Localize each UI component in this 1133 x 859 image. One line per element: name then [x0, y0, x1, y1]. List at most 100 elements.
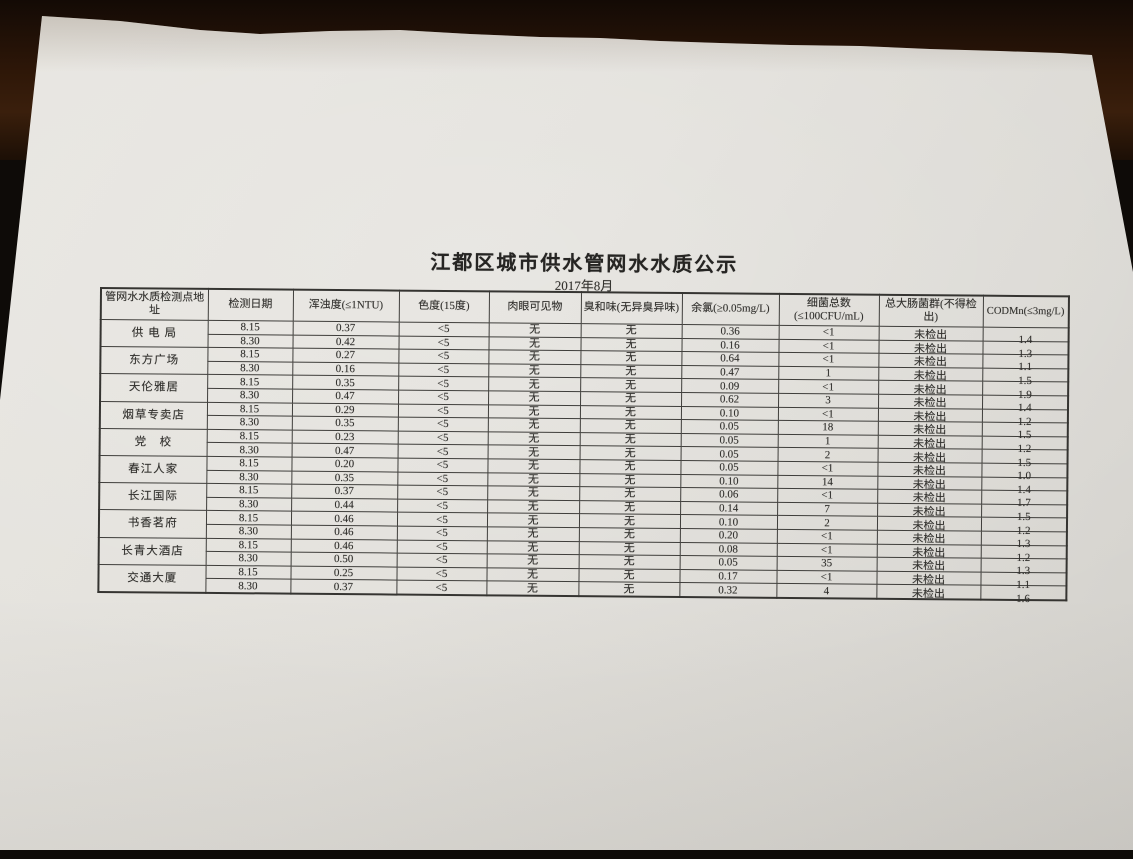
- cell-chroma: <5: [398, 335, 489, 351]
- cell-visible: 无: [487, 445, 580, 460]
- table-row: 8.30 0.37 <5 无无 0.32 4 未检出 1.6: [98, 578, 1067, 605]
- cell-cod: 1.1: [982, 354, 1069, 374]
- cell-date: 8.30: [207, 388, 293, 403]
- cell-cod: 1.2: [981, 408, 1068, 428]
- cell-date: 8.15: [205, 537, 291, 553]
- cell-turbidity: 0.25: [290, 565, 397, 581]
- table-body: 供 电 局 8.15 0.37 <5 无无 0.36 <1 未检出 1.4 8.30 0.42 <5 无…: [98, 319, 1069, 605]
- table-row: 8.30 0.47 <5 无无 0.05 2 未检出 1.5: [100, 442, 1068, 469]
- location-cell: 书香茗府: [98, 509, 207, 538]
- cell-date: 8.30: [206, 469, 292, 485]
- location-cell: 东方广场: [100, 346, 208, 375]
- cell-visible: 无: [486, 513, 580, 528]
- cell-turbidity: 0.42: [292, 334, 399, 350]
- table-row: 交通大厦 8.15 0.25 <5 无无 0.17 <1 未检出 1.1: [98, 564, 1067, 593]
- cell-bacteria: 18: [777, 420, 878, 435]
- cell-coliform: 未检出: [877, 489, 982, 505]
- cell-date: 8.15: [207, 320, 293, 335]
- cell-date: 8.30: [206, 497, 292, 512]
- table-row: 书香茗府 8.15 0.46 <5 无无 0.10 2 未检出 1.2: [98, 509, 1068, 538]
- cell-turbidity: 0.23: [291, 429, 398, 445]
- cell-chlorine: 0.17: [679, 569, 777, 584]
- cell-chroma: <5: [397, 498, 488, 514]
- water-quality-table: 管网水水质检测点地址 检测日期 浑浊度(≤1NTU) 色度(15度) 肉眼可见物 臭和味(…: [97, 286, 1070, 605]
- cell-coliform: 未检出: [877, 502, 982, 518]
- location-cell: 春江人家: [99, 455, 207, 484]
- cell-odor: 无: [578, 554, 680, 570]
- cell-chroma: <5: [397, 430, 488, 446]
- cell-cod: 1.5: [981, 503, 1068, 523]
- cell-turbidity: 0.44: [291, 497, 398, 513]
- cell-date: 8.15: [206, 456, 292, 471]
- cell-cod: 1.0: [981, 463, 1068, 482]
- cell-visible: 无: [487, 499, 580, 514]
- cell-turbidity: 0.37: [290, 579, 397, 595]
- table-row: 东方广场 8.15 0.27 <5 无无 0.64 <1 未检出 1.1: [100, 346, 1069, 375]
- cell-bacteria: <1: [776, 570, 877, 585]
- column-header-0: 管网水水质检测点地址: [100, 287, 209, 321]
- cell-visible: 无: [487, 472, 580, 487]
- cell-cod: 1.5: [982, 367, 1069, 387]
- cell-cod: 1.9: [982, 381, 1069, 401]
- cell-date: 8.15: [206, 429, 292, 444]
- cell-chlorine: 0.10: [679, 514, 778, 530]
- cell-turbidity: 0.35: [291, 470, 398, 486]
- cell-coliform: 未检出: [876, 557, 981, 573]
- cell-chlorine: 0.36: [681, 324, 779, 339]
- cell-date: 8.30: [205, 578, 291, 594]
- cell-bacteria: <1: [777, 406, 879, 422]
- column-header-2: 浑浊度(≤1NTU): [292, 289, 400, 323]
- column-header-3: 色度(15度): [398, 290, 490, 323]
- cell-coliform: 未检出: [878, 339, 983, 355]
- cell-bacteria: 7: [777, 502, 878, 517]
- table-row: 8.30 0.47 <5 无无 0.62 3 未检出 1.4: [100, 387, 1069, 414]
- cell-odor: 无: [579, 473, 681, 488]
- column-header-6: 余氯(≥0.05mg/L): [681, 293, 779, 326]
- cell-odor: 无: [580, 391, 682, 407]
- cell-bacteria: 4: [776, 583, 877, 599]
- cell-cod: 1.4: [981, 476, 1068, 496]
- cell-chroma: <5: [396, 580, 487, 596]
- cell-cod: 1.3: [982, 340, 1069, 360]
- table-row: 8.30 0.42 <5 无无 0.16 <1 未检出 1.3: [101, 333, 1069, 360]
- cell-coliform: 未检出: [877, 448, 982, 464]
- cell-date: 8.30: [205, 551, 291, 566]
- cell-chroma: <5: [397, 471, 488, 486]
- cell-bacteria: <1: [777, 461, 878, 476]
- cell-cod: 1.1: [980, 571, 1067, 591]
- cell-visible: 无: [486, 540, 579, 555]
- cell-odor: 无: [580, 364, 682, 379]
- cell-turbidity: 0.35: [291, 416, 398, 431]
- cell-chlorine: 0.09: [681, 378, 779, 394]
- cell-coliform: 未检出: [876, 570, 981, 586]
- cell-date: 8.30: [207, 361, 293, 376]
- cell-coliform: 未检出: [877, 407, 982, 423]
- location-cell: 烟草专卖店: [99, 401, 208, 430]
- table-row: 天伦雅居 8.15 0.35 <5 无无 0.09 <1 未检出 1.9: [100, 373, 1069, 402]
- cell-coliform: 未检出: [878, 367, 983, 382]
- cell-chroma: <5: [398, 390, 489, 405]
- cell-visible: 无: [488, 336, 581, 351]
- cell-odor: 无: [578, 513, 681, 529]
- cell-turbidity: 0.47: [292, 389, 399, 404]
- cell-odor: 无: [578, 568, 680, 583]
- cell-cod: 1.3: [980, 531, 1067, 550]
- cell-coliform: 未检出: [877, 434, 982, 450]
- cell-bacteria: 2: [777, 447, 878, 463]
- cell-visible: 无: [488, 363, 581, 379]
- cell-visible: 无: [486, 581, 579, 597]
- cell-chlorine: 0.05: [680, 433, 778, 448]
- cell-chlorine: 0.47: [681, 365, 779, 380]
- table-row: 长江国际 8.15 0.37 <5 无无 0.06 <1 未检出 1.7: [99, 482, 1068, 511]
- cell-visible: 无: [486, 526, 579, 542]
- cell-turbidity: 0.29: [291, 402, 399, 418]
- table-row: 8.30 0.35 <5 无无 0.05 18 未检出 1.5: [100, 415, 1068, 442]
- cell-coliform: 未检出: [878, 394, 983, 410]
- cell-chlorine: 0.32: [679, 582, 777, 598]
- table-row: 供 电 局 8.15 0.37 <5 无无 0.36 <1 未检出 1.4: [100, 319, 1069, 348]
- page-subtitle: 2017年8月: [554, 277, 614, 294]
- cell-chroma: <5: [398, 376, 489, 391]
- table-row: 党 校 8.15 0.23 <5 无无 0.05 1 未检出 1.2: [99, 428, 1068, 457]
- cell-bacteria: 35: [776, 556, 877, 571]
